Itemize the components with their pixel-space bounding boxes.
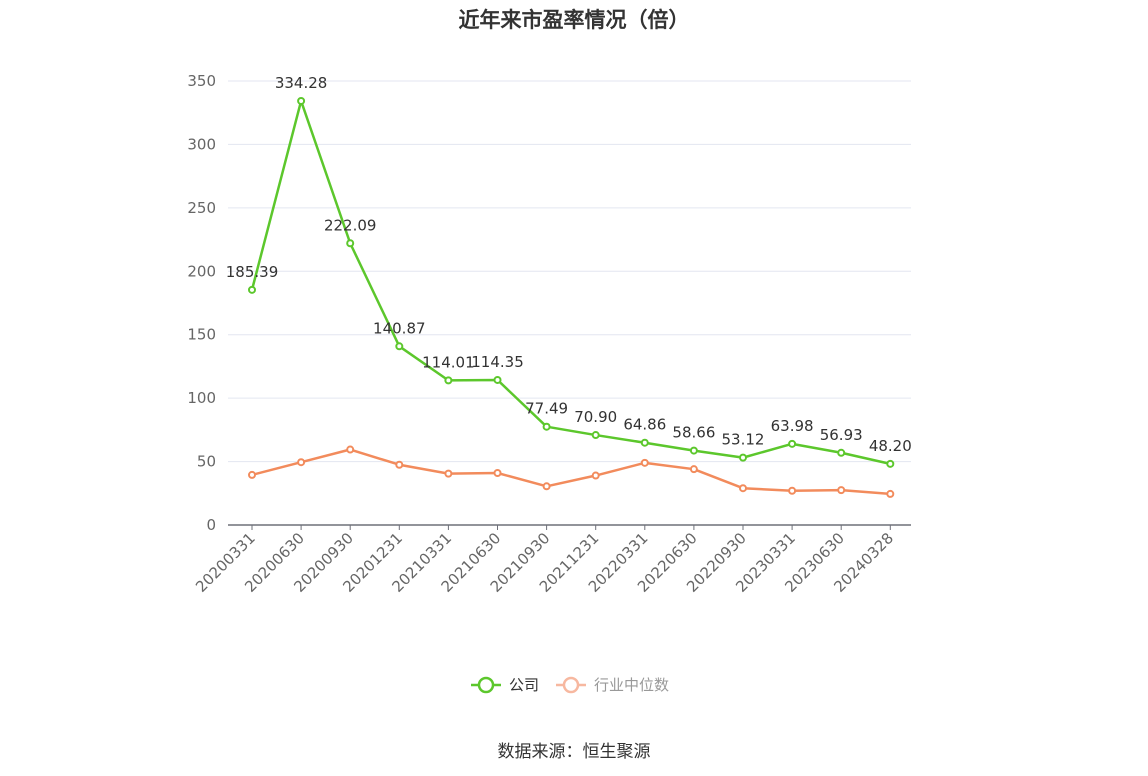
data-label: 185.39 [226,263,279,281]
y-tick-label: 200 [187,262,216,280]
data-label: 53.12 [722,431,765,449]
data-point [346,239,355,248]
data-point [248,470,256,479]
data-point [395,342,404,351]
data-label: 48.20 [869,437,912,455]
axes: 0501001502002503003502020033120200630202… [187,72,911,596]
data-point [542,422,551,431]
y-tick-label: 0 [206,516,216,534]
data-point [493,375,502,384]
data-point [689,446,698,455]
data-label: 70.90 [574,408,617,426]
data-label: 114.01 [422,353,475,371]
data-point [837,486,846,495]
data-point [444,469,453,478]
legend: 公司 行业中位数 [471,676,669,694]
y-tick-label: 300 [187,135,216,153]
data-point [788,486,797,495]
grid-lines [228,80,911,463]
legend-marker [477,676,495,694]
y-tick-label: 150 [187,326,216,344]
data-point [837,448,846,457]
data-point [297,458,306,467]
data-point [297,96,306,105]
chart-title: 近年来市盈率情况（倍） [458,8,690,32]
data-point [739,484,747,493]
data-label: 334.28 [275,74,328,92]
series-line-1 [251,448,891,496]
data-point [886,459,895,468]
y-tick-label: 350 [187,72,216,90]
data-point [640,458,649,467]
series [248,96,895,498]
series-line-0 [250,99,891,466]
data-point [542,482,551,491]
data-point [248,285,256,294]
data-point [689,465,698,474]
data-label: 140.87 [373,319,426,337]
legend-label: 行业中位数 [594,676,669,694]
data-point [395,460,404,469]
legend-marker [562,676,580,694]
y-tick-label: 50 [197,453,216,471]
data-label: 114.35 [471,353,524,371]
y-tick-label: 250 [187,199,216,217]
legend-label: 公司 [509,676,539,694]
data-point [591,431,600,440]
data-label: 222.09 [324,216,377,234]
data-point [493,468,502,477]
y-tick-label: 100 [187,389,216,407]
data-point [346,445,355,454]
data-point [591,471,600,480]
data-point [788,439,797,448]
data-point [444,376,453,385]
data-label: 56.93 [820,426,863,444]
data-point [640,438,649,447]
source-note: 数据来源：恒生聚源 [497,742,651,762]
data-label: 77.49 [525,400,568,418]
data-label: 64.86 [623,416,666,434]
data-label: 63.98 [771,417,814,435]
data-point [739,453,747,462]
data-point [886,489,895,498]
data-label: 58.66 [672,424,715,442]
